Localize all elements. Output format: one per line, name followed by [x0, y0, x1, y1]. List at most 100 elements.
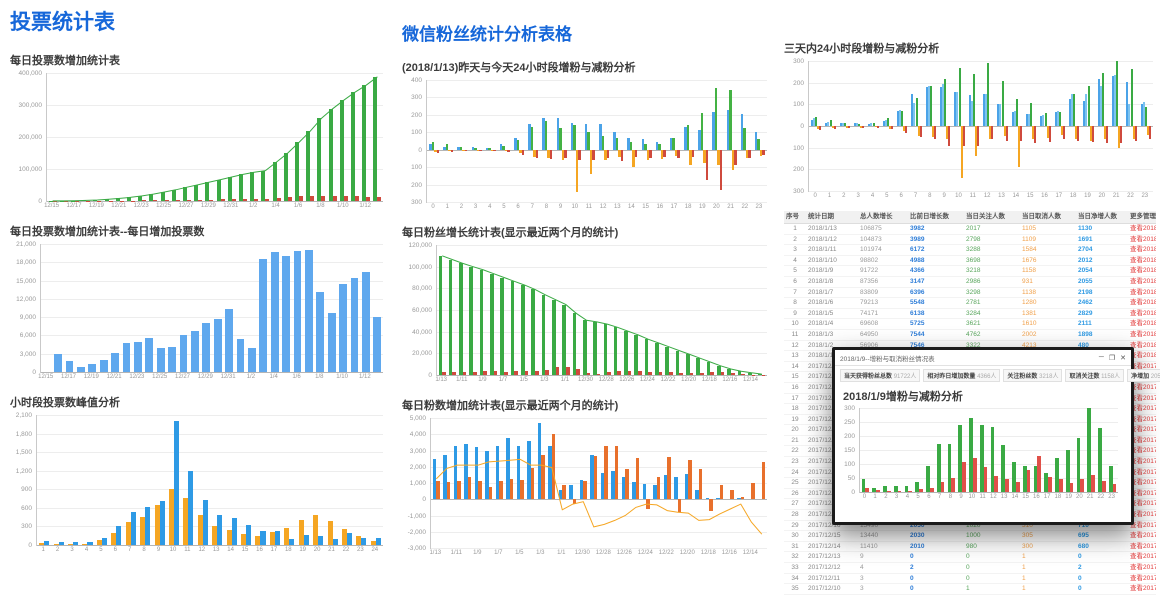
table-row: 82018/1/6792135548278112802462查看2018/1/6…: [784, 297, 1156, 309]
fans-loss-bar: [761, 374, 766, 376]
day1-gain-bar: [1069, 98, 1072, 126]
daily-delete-bar: [377, 197, 382, 201]
fans-total-bar: [716, 365, 721, 375]
day1-gain-bar: [854, 123, 857, 126]
today-gain-bar: [686, 125, 690, 150]
window-title: 2018/1/9--增粉与取消粉丝情况表: [840, 355, 935, 363]
daily-delete-bar: [97, 200, 102, 202]
window-titlebar[interactable]: 2018/1/9--增粉与取消粉丝情况表 ─ ❐ ✕: [835, 350, 1131, 366]
fans-total-bar: [510, 281, 515, 375]
daily-votes-bar: [361, 272, 370, 372]
peak-orange-bar: [370, 541, 376, 545]
fans-loss-bar: [751, 374, 756, 376]
today-gain-bar: [757, 139, 760, 150]
daily-delete-bar: [287, 196, 292, 201]
loss-red-bar: [933, 126, 936, 139]
fans-loss-bar: [658, 372, 663, 375]
day-stats-row: 当天获得粉丝总数 91722人 相对昨日增加数量 4366人 关注粉丝数 321…: [835, 366, 1160, 385]
yesterday-gain-bar: [457, 147, 460, 150]
loss-red-bar: [1019, 126, 1022, 142]
today-loss-bar: [493, 149, 496, 152]
yesterday-loss-bar: [717, 149, 720, 165]
yesterday-gain-bar: [485, 147, 489, 150]
fans-day-detail-window: 2018/1/9--增粉与取消粉丝情况表 ─ ❐ ✕ 当天获得粉丝总数 9172…: [832, 347, 1160, 525]
table-row: 92018/1/5741716138328413812829查看2018/1/5…: [784, 308, 1156, 320]
today-gain-bar: [559, 127, 562, 150]
peak-blue-bar: [289, 538, 295, 545]
day1-gain-bar: [1083, 101, 1086, 126]
daily-votes-bar: [316, 291, 325, 372]
peak-blue-bar: [346, 533, 352, 545]
total-votes-bar: [194, 184, 199, 201]
loss-red-bar: [1062, 126, 1065, 139]
peak-blue-bar: [58, 541, 64, 545]
close-icon[interactable]: ✕: [1120, 354, 1126, 362]
yesterday-loss-bar: [660, 149, 664, 160]
loss-orange-bar: [1017, 126, 1020, 168]
hour-gain-bar: [1098, 427, 1102, 492]
yesterday-gain-bar: [429, 144, 432, 150]
daily-gain-bar: [705, 497, 710, 500]
day2-gain-bar: [913, 103, 916, 126]
loss-red-bar: [847, 126, 850, 129]
yesterday-gain-bar: [627, 138, 630, 150]
total-votes-bar: [160, 192, 165, 201]
daily-votes-bar: [225, 308, 234, 372]
daily-votes-bar: [88, 364, 97, 372]
restore-icon[interactable]: ❐: [1108, 354, 1116, 362]
peak-blue-bar: [159, 501, 165, 545]
yesterday-loss-bar: [547, 149, 550, 158]
hour-gain-bar: [947, 443, 952, 492]
hour-loss-bar: [1091, 475, 1095, 492]
daily-delete-bar: [321, 195, 326, 201]
minimize-icon[interactable]: ─: [1098, 353, 1104, 361]
loss-red-bar: [1120, 126, 1123, 144]
yesterday-gain-bar: [570, 122, 574, 150]
hour-gain-bar: [872, 487, 877, 492]
today-loss-bar: [705, 149, 709, 181]
fans-loss-bar: [452, 371, 457, 375]
yesterday-loss-bar: [575, 149, 579, 192]
day3-gain-bar: [886, 118, 889, 126]
day2-gain-bar: [1128, 104, 1131, 126]
loss-orange-bar: [931, 126, 934, 137]
hour-loss-bar: [908, 491, 913, 493]
daily-change-bar: [709, 499, 713, 511]
chart-fans-2day: 400 300 200 100 0 100 200 300 0 1 2 3 4 5 6 7 8 9 10 11 12 13…: [402, 77, 770, 214]
chart-fans-3day: 300 200 100 0 100 200 300 0 1 2 3 4 5 6 7 8 9 10 11 12 13 14 1…: [784, 58, 1156, 203]
